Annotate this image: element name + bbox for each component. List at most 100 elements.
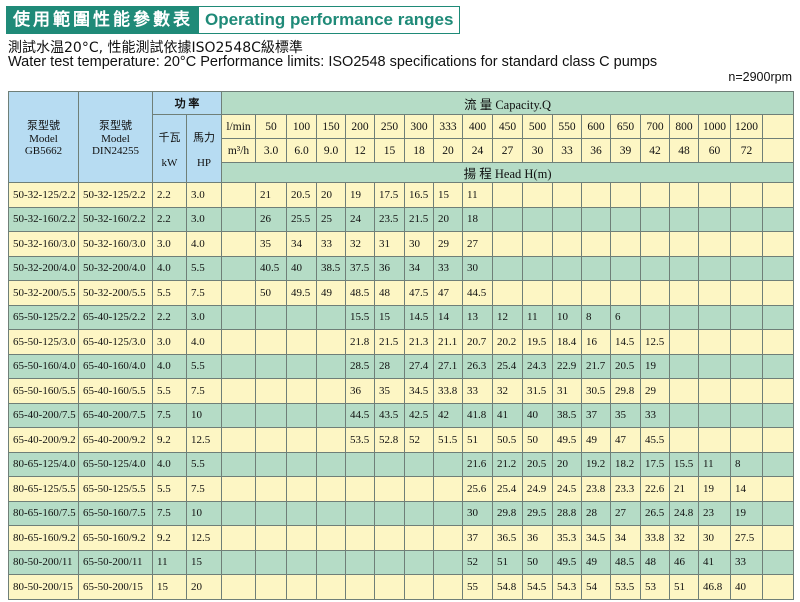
power-kw: 2.2 (152, 206, 187, 232)
power-hp: 5.5 (186, 451, 222, 477)
lmin-value: 650 (610, 114, 641, 139)
m3h-value: 27 (492, 138, 523, 163)
head-value: 17.5 (640, 451, 670, 477)
head-value: 24.5 (552, 476, 582, 502)
empty-cell (255, 427, 287, 453)
empty-cell (316, 304, 346, 330)
lmin-value: 200 (345, 114, 375, 139)
head-value: 28 (374, 353, 405, 379)
m3h-value: 12 (345, 138, 375, 163)
head-value: 20 (316, 182, 346, 208)
empty-cell (730, 231, 763, 257)
empty-cell (255, 378, 287, 404)
head-value: 36 (374, 255, 405, 281)
table-row: 50-32-160/3.0 50-32-160/3.0 3.0 4.0 35 34 33 32… (8, 231, 795, 257)
empty-cell (669, 353, 699, 379)
empty-cell (640, 231, 670, 257)
empty-cell (255, 304, 287, 330)
head-value: 20.2 (492, 329, 523, 355)
head-value: 35 (374, 378, 405, 404)
empty-cell (669, 402, 699, 428)
head-value: 8 (730, 451, 763, 477)
head-value: 51.5 (433, 427, 463, 453)
empty-cell (552, 231, 582, 257)
table-row: 50-32-200/4.0 50-32-200/4.0 4.0 5.5 40.5 40 38… (8, 255, 795, 281)
m3h-label: m³/h (221, 138, 256, 163)
empty-cell (286, 525, 317, 551)
head-value: 26 (255, 206, 287, 232)
empty-cell (698, 329, 731, 355)
empty-cell (761, 451, 795, 477)
model-din: 65-40-125/2.2 (78, 304, 153, 330)
label-cell (221, 500, 256, 526)
head-value: 19 (730, 500, 763, 526)
empty-cell (669, 304, 699, 330)
head-value: 25.4 (492, 476, 523, 502)
model-gb: 65-50-160/5.5 (8, 378, 79, 404)
label-cell (221, 255, 256, 281)
head-value: 14.5 (610, 329, 641, 355)
empty-cell (761, 231, 795, 257)
header-power: 功 率 (152, 91, 222, 115)
head-value: 21 (669, 476, 699, 502)
empty-cell (316, 476, 346, 502)
power-kw: 9.2 (152, 427, 187, 453)
empty-cell (433, 500, 463, 526)
label-cell (221, 280, 256, 306)
model-din: 65-50-200/11 (78, 549, 153, 575)
empty-cell (286, 378, 317, 404)
label-cell (221, 427, 256, 453)
head-value: 16.5 (404, 182, 434, 208)
empty-cell (552, 206, 582, 232)
empty-cell (581, 231, 611, 257)
lmin-value: 550 (552, 114, 582, 139)
lmin-value: 150 (316, 114, 346, 139)
subtitle-en: Water test temperature: 20°C Performance… (8, 54, 658, 70)
model-din: 65-50-125/4.0 (78, 451, 153, 477)
head-value: 33 (730, 549, 763, 575)
head-value: 22.9 (552, 353, 582, 379)
head-value: 15 (433, 182, 463, 208)
head-value: 20 (552, 451, 582, 477)
model-din: 50-32-125/2.2 (78, 182, 153, 208)
empty-cell (404, 525, 434, 551)
power-hp: 3.0 (186, 182, 222, 208)
table-row: 80-65-125/4.0 65-50-125/4.0 4.0 5.5 21.6 21.2… (8, 451, 795, 477)
model-din: 65-50-160/7.5 (78, 500, 153, 526)
header-model-din: 泵型號 Model DIN24255 (78, 91, 153, 183)
head-value: 41.8 (462, 402, 493, 428)
empty-cell (345, 500, 375, 526)
m3h-value: 3.0 (255, 138, 287, 163)
empty-cell (730, 329, 763, 355)
empty-cell (345, 549, 375, 575)
head-value: 49 (581, 549, 611, 575)
empty-cell (761, 182, 795, 208)
model-gb: 65-40-200/7.5 (8, 402, 79, 428)
empty-cell (316, 329, 346, 355)
empty-cell (374, 574, 405, 600)
head-value: 36 (522, 525, 553, 551)
title-en: Operating performance ranges (199, 7, 460, 33)
empty-cell (669, 329, 699, 355)
m3h-value: 20 (433, 138, 463, 163)
empty-cell (610, 280, 641, 306)
empty-cell (761, 549, 795, 575)
head-value: 36 (345, 378, 375, 404)
head-value: 40 (286, 255, 317, 281)
empty-cell (374, 500, 405, 526)
power-hp: 3.0 (186, 206, 222, 232)
power-hp: 7.5 (186, 280, 222, 306)
power-hp: 7.5 (186, 476, 222, 502)
label-cell (221, 574, 256, 600)
lmin-value: 400 (462, 114, 493, 139)
empty-cell (581, 182, 611, 208)
head-value: 40 (522, 402, 553, 428)
empty-cell (433, 574, 463, 600)
empty-cell (581, 255, 611, 281)
empty-cell (316, 525, 346, 551)
empty-cell (761, 206, 795, 232)
power-kw: 4.0 (152, 353, 187, 379)
table-row: 50-32-200/5.5 50-32-200/5.5 5.5 7.5 50 49.5 49… (8, 280, 795, 306)
empty-cell (316, 451, 346, 477)
m3h-value: 9.0 (316, 138, 346, 163)
